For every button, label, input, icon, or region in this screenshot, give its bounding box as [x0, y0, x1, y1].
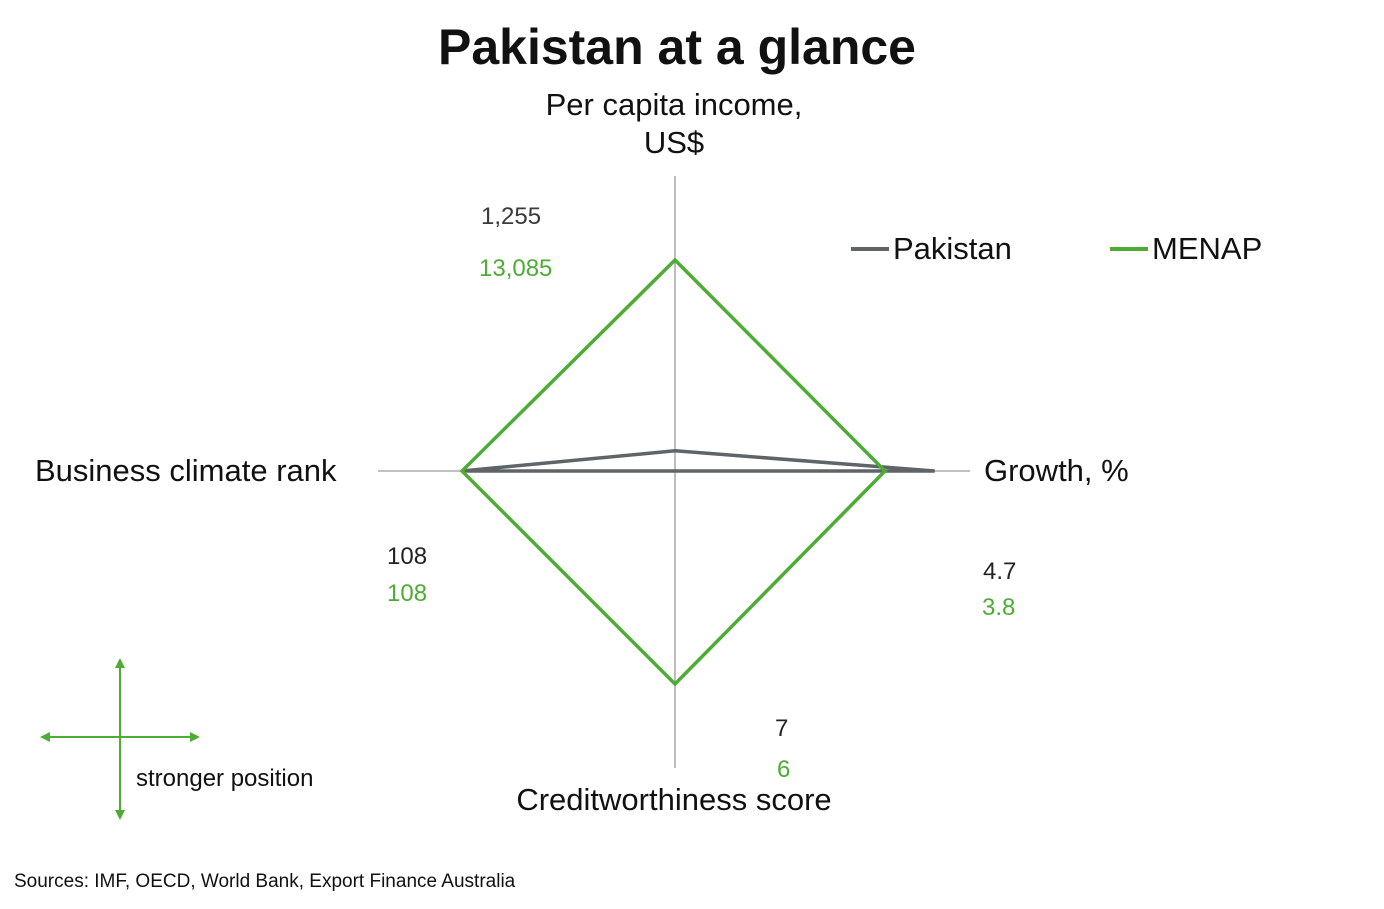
- legend-item-pakistan: Pakistan: [851, 231, 1012, 267]
- stronger-position-guide: [40, 658, 200, 820]
- legend-label-pakistan: Pakistan: [893, 231, 1012, 266]
- series-menap-polygon: [459, 257, 888, 687]
- legend-label-menap: MENAP: [1152, 231, 1263, 266]
- menap-value-income: 13,085: [479, 255, 553, 282]
- pakistan-value-growth: 4.7: [983, 558, 1017, 585]
- pakistan-value-credit: 7: [775, 715, 789, 742]
- source-note: Sources: IMF, OECD, World Bank, Export F…: [14, 871, 516, 892]
- axis-label-right: Growth, %: [984, 453, 1129, 488]
- legend-swatch-menap: [1110, 247, 1148, 251]
- axis-label-bottom: Creditworthiness score: [516, 782, 832, 817]
- menap-value-growth: 3.8: [982, 594, 1016, 621]
- axis-label-top: Per capita income, US$: [545, 87, 803, 160]
- menap-value-credit: 6: [777, 756, 791, 783]
- stronger-position-label: stronger position: [136, 765, 314, 792]
- pakistan-value-income: 1,255: [481, 203, 542, 230]
- pakistan-value-business: 108: [387, 543, 428, 570]
- legend-swatch-pakistan: [851, 247, 889, 251]
- menap-value-business: 108: [387, 580, 428, 607]
- axis-label-left: Business climate rank: [35, 453, 337, 488]
- chart-title: Pakistan at a glance: [437, 19, 916, 75]
- series-pakistan-polygon: [461, 449, 935, 473]
- legend-item-menap: MENAP: [1110, 231, 1262, 267]
